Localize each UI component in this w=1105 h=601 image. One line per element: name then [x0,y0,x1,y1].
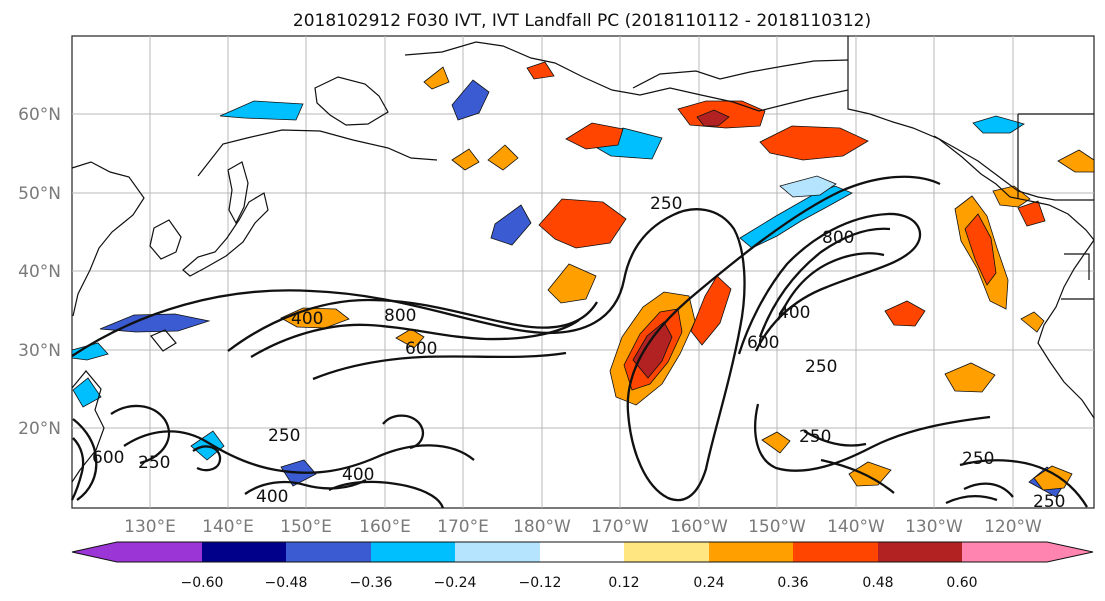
colorbar-tick-label: 0.60 [946,575,977,591]
colorbar-segment [709,542,793,562]
longitude-label: 180°W [513,517,571,537]
longitude-label: 170°E [437,517,489,537]
latitude-label: 60°N [18,105,61,125]
contour-label: 250 [1033,492,1065,512]
contour-label: 250 [138,453,170,473]
colorbar-tick-label: −0.12 [519,575,562,591]
latitude-label: 20°N [18,419,61,439]
contour-label: 250 [268,426,300,446]
latitude-labels: 60°N 50°N 40°N 30°N 20°N [18,105,61,439]
colorbar-segment [371,542,455,562]
longitude-label: 140°E [202,517,254,537]
colorbar-tick-label: −0.36 [350,575,393,591]
latitude-label: 30°N [18,341,61,361]
colorbar-segment [72,542,117,562]
colorbar-labels: −0.60 −0.48 −0.36 −0.24 −0.12 0.12 0.24 … [181,575,978,591]
longitude-label: 160°E [359,517,411,537]
longitude-labels: 130°E 140°E 150°E 160°E 170°E 180°W 170°… [124,517,1042,537]
latitude-label: 50°N [18,184,61,204]
colorbar-segment [286,542,371,562]
colorbar-segment [1047,542,1093,562]
latitude-label: 40°N [18,262,61,282]
colorbar: −0.60 −0.48 −0.36 −0.24 −0.12 0.12 0.24 … [71,541,1094,591]
longitude-label: 150°W [748,517,806,537]
contour-label: 250 [962,449,994,469]
colorbar-segment [117,542,202,562]
contour-label: 250 [799,427,831,447]
colorbar-tick-label: 0.24 [693,575,724,591]
colorbar-tick-label: 0.12 [608,575,639,591]
contour-label: 600 [747,333,779,353]
longitude-label: 130°E [124,517,176,537]
longitude-label: 140°W [827,517,885,537]
contour-labels: 250 800 400 800 600 400 600 250 250 250 … [92,194,1065,512]
contour-label: 400 [778,303,810,323]
colorbar-tick-label: −0.48 [265,575,308,591]
colorbar-segment [793,542,878,562]
longitude-label: 170°W [591,517,649,537]
contour-label: 400 [256,487,288,507]
contour-label: 400 [342,465,374,485]
colorbar-segment [540,542,624,562]
colorbar-tick-label: −0.60 [181,575,224,591]
map-panel: 250 800 400 800 600 400 600 250 250 250 … [70,35,1095,512]
contour-label: 800 [822,228,854,248]
longitude-label: 150°E [280,517,332,537]
colorbar-tick-label: 0.48 [862,575,893,591]
contour-label: 250 [650,194,682,214]
contour-label: 250 [805,357,837,377]
longitude-label: 120°W [984,517,1042,537]
contour-label: 600 [405,339,437,359]
coastlines [71,36,1095,483]
contour-label: 600 [92,448,124,468]
colorbar-tick-label: 0.36 [777,575,808,591]
contour-label: 400 [291,309,323,329]
colorbar-segment [202,542,286,562]
longitude-label: 160°W [670,517,728,537]
colorbar-segment [624,542,709,562]
ivt-contours [70,175,1088,509]
colorbar-segment [455,542,540,562]
colorbar-segment [962,542,1047,562]
map-title: 2018102912 F030 IVT, IVT Landfall PC (20… [293,11,871,31]
colorbar-segment [878,542,962,562]
colorbar-tick-label: −0.24 [434,575,477,591]
contour-label: 800 [384,306,416,326]
longitude-label: 130°W [905,517,963,537]
colorbar-outline [71,541,1094,563]
